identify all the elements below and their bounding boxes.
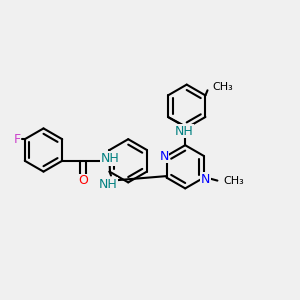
Text: N: N (201, 172, 210, 186)
Text: O: O (78, 174, 88, 188)
Text: CH₃: CH₃ (224, 176, 244, 186)
Text: NH: NH (99, 178, 117, 191)
Text: CH₃: CH₃ (212, 82, 233, 92)
Text: F: F (14, 133, 21, 146)
Text: NH: NH (100, 152, 119, 165)
Text: NH: NH (174, 124, 193, 138)
Text: N: N (159, 149, 169, 163)
